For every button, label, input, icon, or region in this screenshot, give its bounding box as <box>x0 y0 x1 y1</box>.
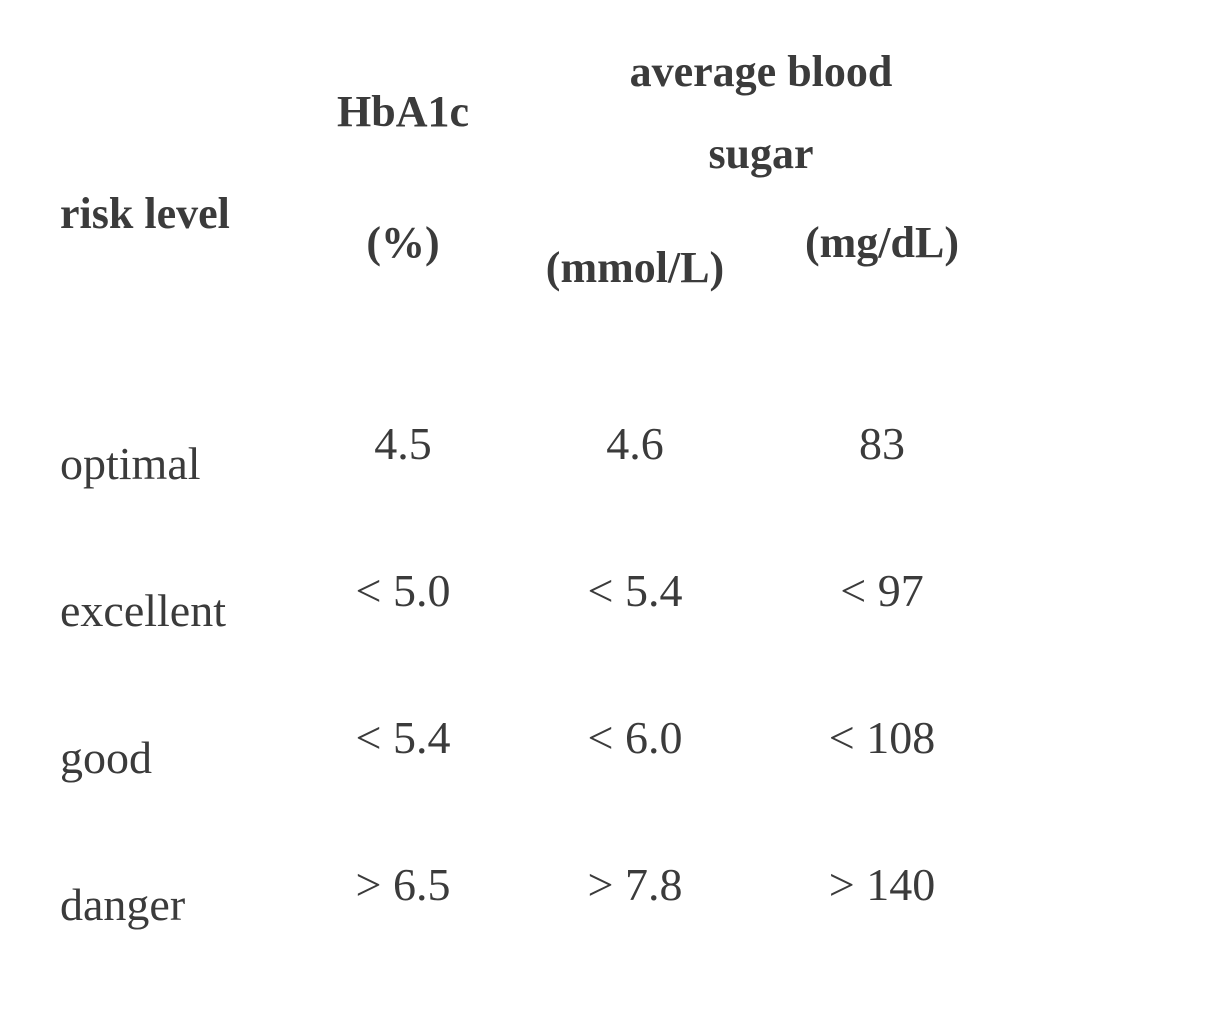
hba1c-risk-table: risk level HbA1c average blood sugar (%)… <box>0 15 1008 958</box>
hba1c-cell: > 6.5 <box>355 859 451 910</box>
mgdl-cell: < 108 <box>828 712 936 763</box>
row-label: danger <box>60 879 186 930</box>
mmol-cell: < 5.4 <box>587 565 683 616</box>
row-label-cell: danger <box>0 811 292 958</box>
hba1c-cell: 4.5 <box>374 418 432 469</box>
avg-blood-sugar-header: average blood sugar <box>514 15 1008 210</box>
header-row-units: (%) (mmol/L) (mg/dL) <box>0 210 1008 370</box>
hba1c-header-label: HbA1c <box>337 87 469 137</box>
row-label: optimal <box>60 438 201 489</box>
table-row: good < 5.4 < 6.0 < 108 <box>0 664 1008 811</box>
table-row: danger > 6.5 > 7.8 > 140 <box>0 811 1008 958</box>
table-row: optimal 4.5 4.6 83 <box>0 370 1008 517</box>
unit-mmol-header: (mmol/L) <box>514 210 756 370</box>
row-label-cell: optimal <box>0 370 292 517</box>
unit-mgdl-header: (mg/dL) <box>756 210 1008 370</box>
unit-percent-header: (%) <box>292 210 514 370</box>
mgdl-cell: < 97 <box>840 565 924 616</box>
mmol-cell: 4.6 <box>606 418 664 469</box>
avg-blood-sugar-header-label: average blood sugar <box>629 46 893 178</box>
risk-level-header: risk level <box>0 15 292 370</box>
mgdl-cell: > 140 <box>828 859 936 910</box>
unit-percent-label: (%) <box>366 218 440 267</box>
unit-mgdl-label: (mg/dL) <box>805 218 959 267</box>
hba1c-header: HbA1c <box>292 15 514 210</box>
hba1c-cell: < 5.4 <box>355 712 451 763</box>
table-header: risk level HbA1c average blood sugar (%)… <box>0 15 1008 370</box>
mmol-cell: > 7.8 <box>587 859 683 910</box>
unit-mmol-label: (mmol/L) <box>545 243 725 292</box>
table-row: excellent < 5.0 < 5.4 < 97 <box>0 517 1008 664</box>
row-label: good <box>60 732 152 783</box>
table-body: optimal 4.5 4.6 83 excellent < 5.0 < 5.4… <box>0 370 1008 958</box>
row-label-cell: good <box>0 664 292 811</box>
row-label-cell: excellent <box>0 517 292 664</box>
row-label: excellent <box>60 585 227 636</box>
hba1c-cell: < 5.0 <box>355 565 451 616</box>
risk-level-header-label: risk level <box>60 189 230 239</box>
mmol-cell: < 6.0 <box>587 712 683 763</box>
mgdl-cell: 83 <box>859 418 905 469</box>
header-row-top: risk level HbA1c average blood sugar <box>0 15 1008 239</box>
